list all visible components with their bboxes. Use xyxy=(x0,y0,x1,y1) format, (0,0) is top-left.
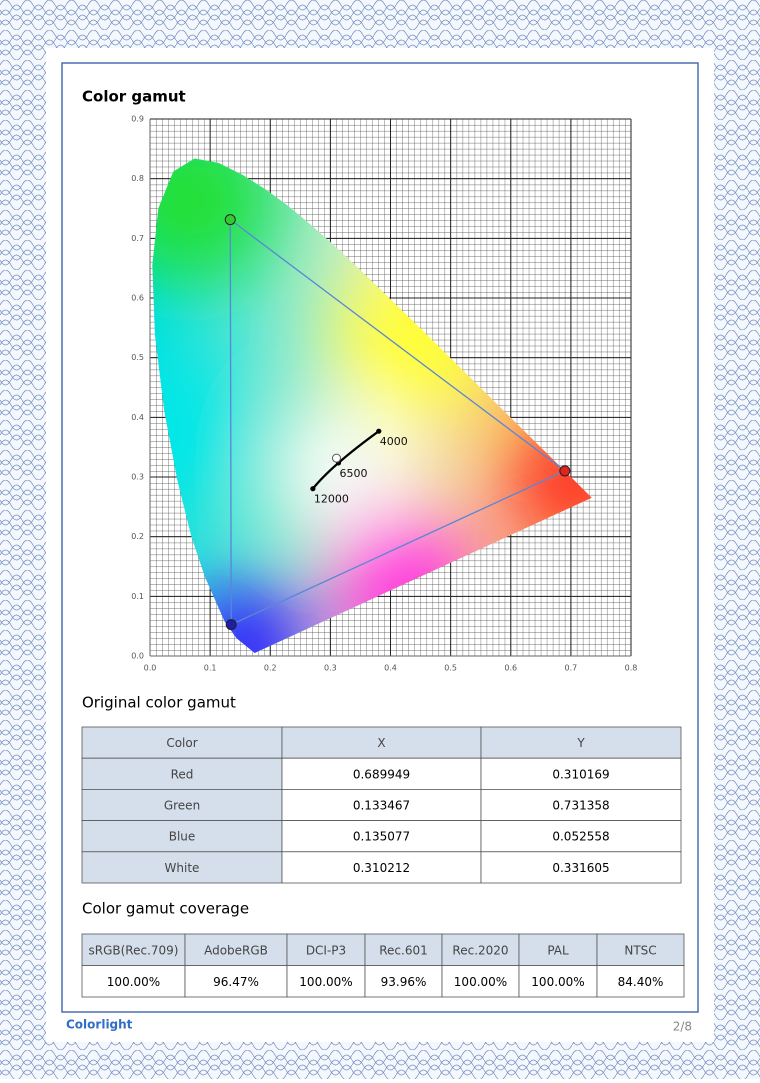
coverage-value-cell xyxy=(441,965,520,998)
content-frame xyxy=(61,62,699,1013)
row-label-cell xyxy=(81,851,283,884)
row-label: Red xyxy=(171,767,194,781)
footer-page: 2/8 xyxy=(673,1020,692,1034)
row-label: Blue xyxy=(169,830,196,844)
fill-green xyxy=(152,158,275,285)
gamut-point xyxy=(224,214,236,226)
coverage-value-cell xyxy=(364,965,443,998)
header-text-cell xyxy=(184,933,288,966)
section-title: Color gamut xyxy=(82,88,186,106)
header-text: AdobeRGB xyxy=(204,943,268,957)
x-value: 0.135077 xyxy=(353,830,410,844)
x-value: 0.310212 xyxy=(353,861,410,875)
x-value-cell xyxy=(281,851,482,884)
y-tick-label: 0.8 xyxy=(131,174,144,183)
y-value: 0.331605 xyxy=(552,861,609,875)
y-tick-label: 0.5 xyxy=(131,353,144,362)
x-tick-label: 0.0 xyxy=(144,664,157,673)
header-text-cell xyxy=(480,726,682,759)
header-text-cell xyxy=(281,726,482,759)
y-tick-label: 0.4 xyxy=(131,413,144,422)
footer-brand: Colorlight xyxy=(66,1018,133,1032)
gamut-table: Color X Y Red 0.689949 0.310169 Green 0.133467 0… xyxy=(81,726,682,884)
row-label-cell xyxy=(81,757,283,790)
row-label: Green xyxy=(164,799,200,813)
coverage-value: 93.96% xyxy=(381,975,427,989)
y-value: 0.310169 xyxy=(552,767,609,781)
header-text: Rec.601 xyxy=(379,943,428,957)
gamut-table-title: Original color gamut xyxy=(82,694,236,712)
y-tick-label: 0.9 xyxy=(131,115,144,124)
coverage-value-cell xyxy=(184,965,288,998)
gamut-triangle xyxy=(229,218,567,626)
header-text-cell xyxy=(81,726,283,759)
chart: 4000 6500 12000 0.0 0.1 0.2 0.3 0.4 0.5 0.6 0.7 0.… xyxy=(131,115,638,673)
header-text: NTSC xyxy=(624,943,656,957)
marks: 4000 6500 12000 xyxy=(224,214,571,631)
header-text: Rec.2020 xyxy=(452,943,508,957)
x-value: 0.133467 xyxy=(353,799,410,813)
x-tick-label: 0.2 xyxy=(264,664,277,673)
coverage-value-cell xyxy=(286,965,366,998)
coverage-value: 100.00% xyxy=(299,975,352,989)
gamut-point xyxy=(559,465,571,477)
coverage-value-cell xyxy=(81,965,186,998)
coverage-table: sRGB(Rec.709) AdobeRGB DCI-P3 Rec.601 Rec.20… xyxy=(81,933,685,998)
header-text: PAL xyxy=(547,943,569,957)
y-tick-label: 0.2 xyxy=(131,532,144,541)
header-text: Y xyxy=(576,736,585,750)
y-value: 0.731358 xyxy=(552,799,609,813)
x-tick-label: 0.1 xyxy=(204,664,217,673)
x-tick-label: 0.8 xyxy=(625,664,638,673)
coverage-value: 100.00% xyxy=(107,975,160,989)
locus-label: 12000 xyxy=(314,493,349,506)
x-tick-label: 0.5 xyxy=(444,664,457,673)
coverage-table-title: Color gamut coverage xyxy=(82,900,249,918)
y-tick-label: 0.1 xyxy=(131,592,144,601)
header-text-cell xyxy=(441,933,520,966)
fill-white xyxy=(280,410,400,530)
y-value-cell xyxy=(480,820,682,853)
x-tick-label: 0.4 xyxy=(384,664,397,673)
y-tick-label: 0.6 xyxy=(131,294,144,303)
header-text-cell xyxy=(364,933,443,966)
x-value-cell xyxy=(281,757,482,790)
header-text: Color xyxy=(166,736,197,750)
fill-red xyxy=(515,425,592,535)
coverage-value: 84.40% xyxy=(618,975,664,989)
y-tick-label: 0.0 xyxy=(131,652,144,661)
coverage-value-cell xyxy=(518,965,598,998)
coverage-value-cell xyxy=(596,965,685,998)
coverage-value: 100.00% xyxy=(531,975,584,989)
y-value-cell xyxy=(480,757,682,790)
x-value-cell xyxy=(281,789,482,822)
x-value: 0.689949 xyxy=(353,767,410,781)
header-text: X xyxy=(377,736,385,750)
x-tick-label: 0.3 xyxy=(324,664,337,673)
header-text: sRGB(Rec.709) xyxy=(89,943,179,957)
gamut-point xyxy=(332,453,342,463)
locus-label: 4000 xyxy=(380,435,408,448)
fill-cyan xyxy=(152,360,240,500)
locus-point xyxy=(376,428,382,434)
row-label: White xyxy=(165,861,200,875)
locus-label: 6500 xyxy=(339,467,367,480)
row-label-cell xyxy=(81,820,283,853)
coverage-value: 100.00% xyxy=(454,975,507,989)
y-tick-label: 0.3 xyxy=(131,473,144,482)
x-value-cell xyxy=(281,820,482,853)
y-value: 0.052558 xyxy=(552,830,609,844)
x-tick-label: 0.7 xyxy=(565,664,578,673)
x-tick-label: 0.6 xyxy=(504,664,517,673)
y-tick-label: 0.7 xyxy=(131,234,144,243)
header-text-cell xyxy=(286,933,366,966)
y-value-cell xyxy=(480,851,682,884)
header-text: DCI-P3 xyxy=(306,943,346,957)
coverage-value: 96.47% xyxy=(213,975,259,989)
gamut-point xyxy=(225,619,237,631)
locus-point xyxy=(310,486,316,492)
